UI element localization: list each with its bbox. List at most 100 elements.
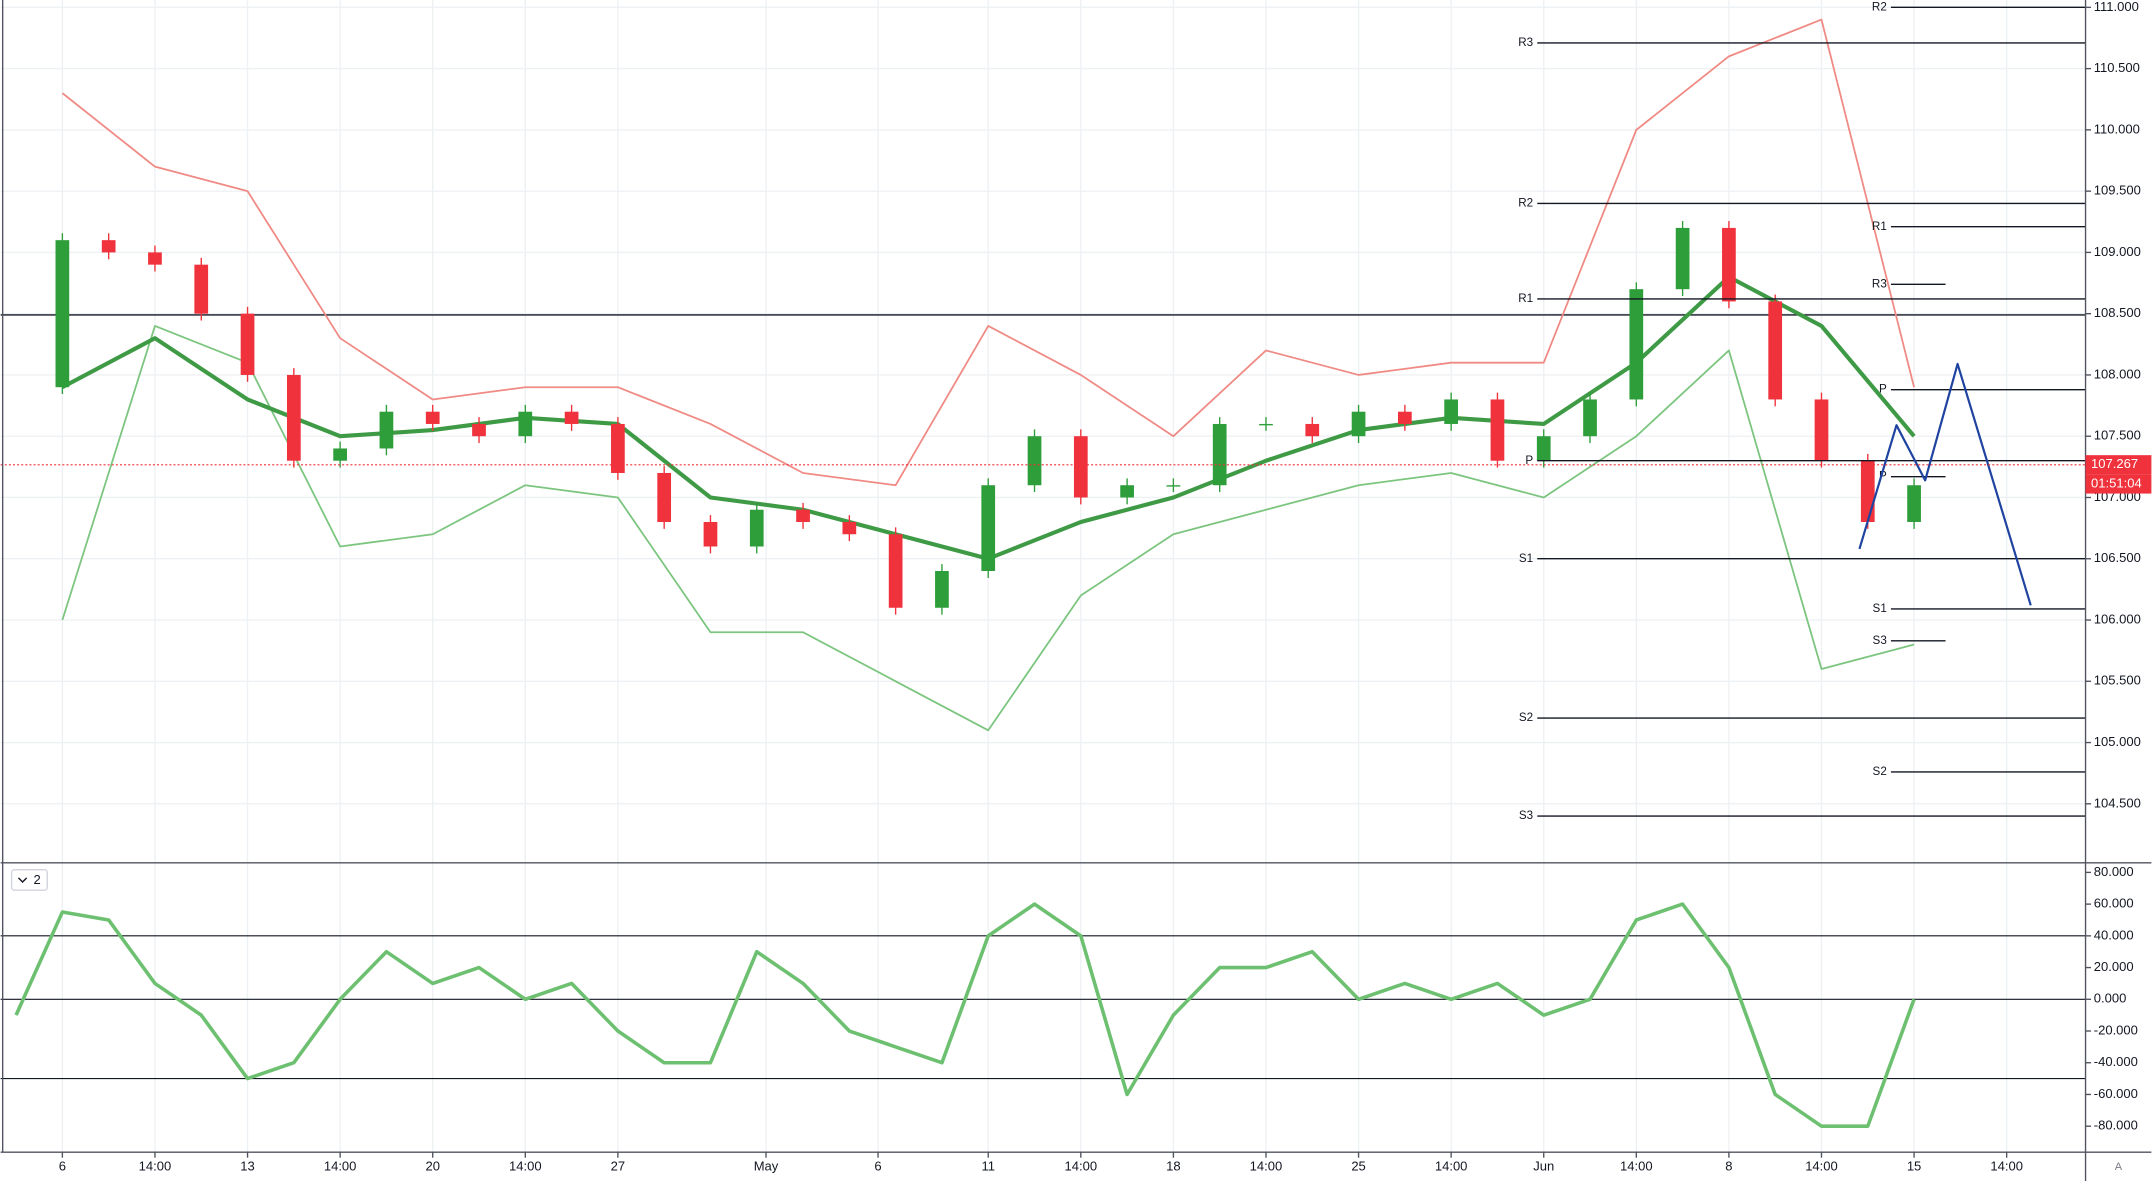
candle: [1259, 423, 1273, 426]
pivot-label: R3: [1872, 277, 1887, 290]
grid: [0, 0, 2086, 1153]
candle: [1768, 301, 1783, 400]
y-tick-label: -40.000: [2094, 1054, 2138, 1069]
chevron-icon: [17, 877, 28, 883]
candle: [333, 448, 347, 461]
candle: [1629, 289, 1644, 400]
x-tick-label: 14:00: [324, 1159, 357, 1174]
upper-band: [61, 18, 1915, 487]
candle: [1536, 436, 1551, 461]
candle: [148, 252, 162, 265]
oscillator-pane: [0, 902, 2086, 1128]
candle: [1027, 436, 1042, 486]
y-tick-label: 80.000: [2094, 864, 2134, 879]
candle: [749, 509, 764, 547]
pivot-label: S2: [1873, 765, 1887, 778]
pivot-label: R1: [1518, 292, 1533, 305]
x-tick-label: 13: [240, 1159, 254, 1174]
candle: [981, 485, 996, 572]
candle: [1166, 485, 1181, 487]
candle: [1907, 485, 1921, 522]
candle: [379, 411, 394, 449]
y-tick-label: 105.000: [2094, 734, 2141, 749]
pane-toggle-box[interactable]: [10, 868, 48, 891]
candle: [240, 313, 255, 375]
candle: [842, 521, 857, 535]
pivot-label: S3: [1873, 634, 1887, 647]
x-tick-label: 8: [1725, 1159, 1732, 1174]
y-tick-label: 60.000: [2094, 896, 2134, 911]
projection-line: [1858, 362, 2032, 606]
last-price-badge: [2085, 455, 2152, 475]
y-tick-label: 109.500: [2094, 183, 2141, 198]
x-tick-label: 14:00: [1435, 1159, 1468, 1174]
candle: [518, 411, 533, 437]
pivot-label: R2: [1518, 196, 1533, 209]
candle: [703, 521, 718, 547]
auto-scale-button[interactable]: A: [2115, 1161, 2123, 1173]
x-tick-label: 14:00: [1990, 1159, 2023, 1174]
candle: [1490, 399, 1505, 461]
x-tick-label: 20: [425, 1159, 439, 1174]
y-tick-label: 109.000: [2094, 244, 2141, 259]
x-tick-label: 6: [59, 1159, 66, 1174]
candle: [611, 423, 625, 473]
candle: [1675, 227, 1690, 290]
pivot-label: R1: [1872, 220, 1887, 233]
pivot-label: P: [1525, 454, 1533, 467]
x-tick-label: 27: [611, 1159, 625, 1174]
y-tick-label: 104.500: [2094, 795, 2141, 810]
y-tick-label: 108.000: [2094, 366, 2141, 381]
countdown-label: 01:51:04: [2091, 475, 2142, 490]
pane-toggle[interactable]: 2: [10, 868, 48, 891]
y-tick-label: 20.000: [2094, 959, 2134, 974]
x-tick-label: 14:00: [139, 1159, 172, 1174]
y-tick-label: 110.000: [2094, 121, 2140, 136]
y-tick-label: -20.000: [2094, 1022, 2138, 1037]
candle: [935, 571, 949, 608]
oscillator-line: [14, 902, 1916, 1128]
candle: [1120, 485, 1134, 498]
lower-band: [61, 325, 1915, 732]
candle: [55, 240, 70, 388]
y-tick-label: 106.000: [2094, 611, 2141, 626]
candle: [1583, 399, 1597, 437]
candle: [1722, 227, 1736, 302]
pivot-label: P: [1879, 470, 1887, 483]
candle: [564, 411, 579, 424]
y-tick-label: 107.500: [2094, 428, 2141, 443]
pivot-label: S1: [1519, 552, 1533, 565]
candle: [472, 423, 486, 437]
pivot-label: S3: [1519, 809, 1533, 822]
x-tick-label: 11: [981, 1159, 995, 1174]
y-tick-label: -60.000: [2094, 1086, 2138, 1101]
candle: [1397, 411, 1412, 424]
candle: [1351, 411, 1366, 437]
candle: [425, 411, 440, 424]
pivot-label: R3: [1518, 36, 1533, 49]
x-tick-label: May: [754, 1159, 779, 1174]
x-tick-label: 14:00: [1805, 1159, 1838, 1174]
y-tick-label: 105.500: [2094, 673, 2141, 688]
y-tick-label: 40.000: [2094, 927, 2134, 942]
x-tick-label: 14:00: [1065, 1159, 1098, 1174]
y-tick-label: 106.500: [2094, 550, 2141, 565]
pivot-label: R2: [1872, 0, 1887, 13]
last-price-label: 107.267: [2091, 456, 2138, 471]
x-tick-label: 18: [1166, 1159, 1180, 1174]
candle: [657, 472, 672, 522]
candle: [796, 509, 810, 522]
candle: [286, 374, 301, 461]
pivot-label: S1: [1873, 602, 1887, 615]
x-tick-label: 14:00: [1250, 1159, 1283, 1174]
price-pane: R3 R2 R1 P S1 S2 S3 R2 R1 R3 P P S1 S3 S2: [0, 0, 2086, 822]
pane-count: 2: [34, 872, 41, 887]
candle: [1860, 460, 1875, 522]
pivot-label: P: [1879, 383, 1887, 396]
x-tick-label: 15: [1907, 1159, 1921, 1174]
x-tick-label: 25: [1351, 1159, 1365, 1174]
candle: [1444, 399, 1459, 424]
candle: [1814, 399, 1829, 461]
